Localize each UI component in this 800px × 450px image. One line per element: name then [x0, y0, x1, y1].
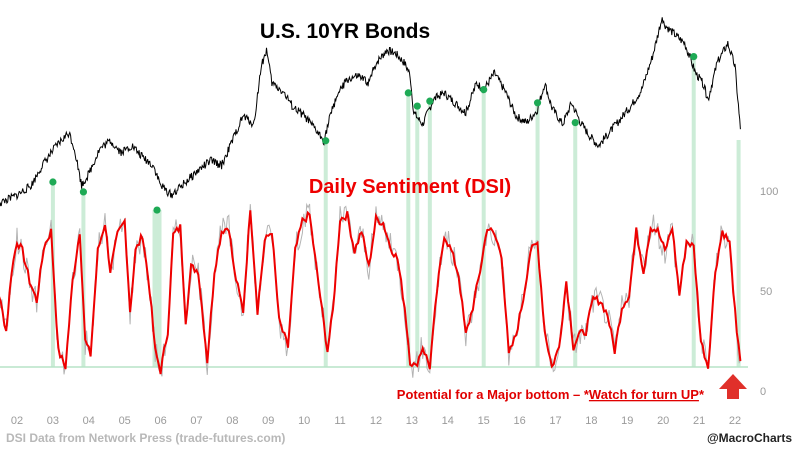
x-tick-label: 09: [262, 415, 274, 427]
author-credit: @MacroCharts: [707, 431, 792, 445]
highlight-band: [323, 140, 328, 367]
x-tick-label: 13: [406, 415, 418, 427]
annotation-text: Potential for a Major bottom – *Watch fo…: [397, 387, 705, 402]
highlight-bands: [50, 56, 741, 368]
y-tick-label: 100: [760, 186, 778, 198]
x-tick-label: 03: [47, 415, 59, 427]
bottom-markers: [49, 53, 698, 214]
annotation-suffix: *: [699, 387, 705, 402]
dsi-title: Daily Sentiment (DSI): [309, 176, 511, 198]
y-tick-label: 0: [760, 386, 766, 398]
x-tick-label: 10: [298, 415, 310, 427]
bottom-marker: [571, 119, 579, 127]
x-tick-label: 11: [334, 415, 345, 427]
bottom-marker: [79, 188, 88, 196]
highlight-band: [81, 191, 86, 367]
highlight-band: [406, 92, 411, 368]
x-axis-ticks: 02 03 04 05 06 07 08 09 10 11 12 13 14 15 16 17 18 19 20 21…: [11, 415, 741, 427]
x-tick-label: 14: [442, 415, 454, 427]
bond-price-line: [0, 17, 741, 207]
highlight-band: [691, 56, 696, 367]
x-tick-label: 15: [478, 415, 490, 427]
x-tick-label: 19: [621, 415, 633, 427]
highlight-band: [152, 210, 162, 367]
x-tick-label: 04: [83, 415, 95, 427]
x-tick-label: 16: [513, 415, 525, 427]
bottom-marker: [413, 102, 421, 110]
bond-price-path: [0, 17, 741, 207]
dsi-line: [0, 210, 742, 375]
bottom-marker: [426, 97, 434, 105]
highlight-band: [481, 89, 486, 367]
up-arrow-icon: [719, 374, 747, 399]
highlight-band: [736, 140, 741, 367]
x-tick-label: 07: [190, 415, 202, 427]
chart-title: U.S. 10YR Bonds: [260, 20, 430, 43]
x-tick-label: 06: [154, 415, 166, 427]
x-tick-label: 05: [119, 415, 131, 427]
bottom-marker: [690, 53, 698, 61]
highlight-band: [415, 106, 420, 367]
x-tick-label: 18: [585, 415, 597, 427]
x-tick-label: 22: [729, 415, 741, 427]
bottom-marker: [49, 178, 57, 186]
x-tick-label: 08: [226, 415, 238, 427]
y-tick-label: 50: [760, 286, 772, 298]
dsi-path: [0, 210, 742, 375]
annotation-link: Watch for turn UP: [589, 387, 699, 402]
x-tick-label: 12: [370, 415, 382, 427]
bottom-marker: [404, 89, 412, 97]
y-axis-ticks: 100 50 0: [760, 186, 778, 398]
x-tick-label: 02: [11, 415, 23, 427]
bottom-marker: [153, 206, 161, 214]
bottom-marker: [533, 99, 542, 107]
source-note: DSI Data from Network Press (trade-futur…: [6, 431, 285, 445]
x-tick-label: 17: [549, 415, 561, 427]
x-tick-label: 21: [693, 415, 705, 427]
x-tick-label: 20: [657, 415, 669, 427]
highlight-band: [427, 101, 432, 368]
bottom-marker: [480, 86, 488, 94]
annotation-prefix: Potential for a Major bottom – *: [397, 387, 590, 402]
highlight-band: [573, 122, 578, 367]
highlight-band: [535, 102, 540, 368]
bottom-marker: [322, 137, 330, 145]
